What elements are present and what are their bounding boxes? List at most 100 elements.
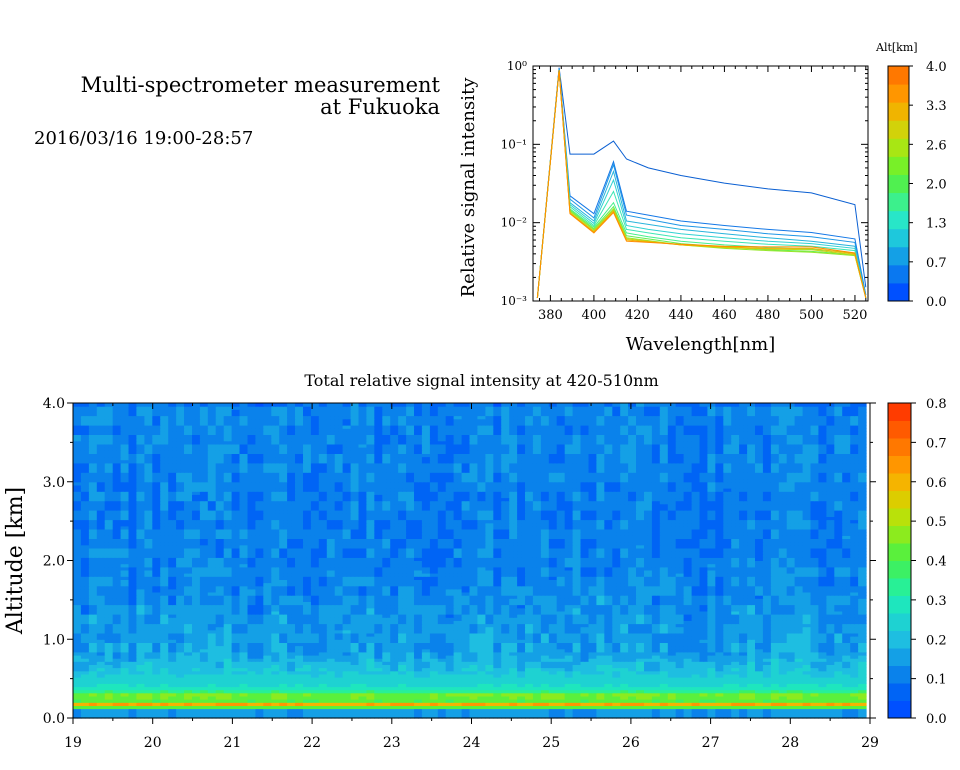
heatmap-cell bbox=[632, 692, 637, 697]
heatmap-cell bbox=[715, 683, 720, 688]
heatmap-cell bbox=[536, 689, 542, 694]
heatmap-cell bbox=[386, 683, 391, 688]
heatmap-cell bbox=[671, 670, 677, 675]
heatmap-cell bbox=[576, 705, 582, 710]
heatmap-cell bbox=[719, 661, 724, 665]
heatmap-cell bbox=[263, 683, 268, 688]
heatmap-cell bbox=[572, 708, 578, 713]
heatmap-cell bbox=[485, 695, 490, 700]
heatmap-cell bbox=[465, 661, 471, 665]
heatmap-cell bbox=[346, 692, 352, 697]
heatmap-cell bbox=[679, 705, 685, 710]
heatmap-cell bbox=[521, 683, 526, 688]
heatmap-cell bbox=[310, 702, 316, 706]
heatmap-cell bbox=[552, 677, 558, 681]
heatmap-cell bbox=[481, 711, 486, 716]
heatmap-cell bbox=[326, 705, 332, 710]
heatmap-cell bbox=[806, 645, 812, 650]
heatmap-cell bbox=[858, 692, 863, 697]
heatmap-cell bbox=[73, 645, 78, 650]
heatmap-cell bbox=[687, 645, 693, 650]
heatmap-cell bbox=[580, 661, 586, 665]
heatmap-cell bbox=[88, 708, 94, 713]
heatmap-cell bbox=[477, 651, 482, 656]
heatmap-cell bbox=[275, 714, 280, 719]
heatmap-cell bbox=[433, 695, 439, 700]
heatmap-cell bbox=[759, 702, 764, 706]
heatmap-cell bbox=[251, 708, 256, 713]
heatmap-cell bbox=[188, 651, 193, 656]
heatmap-cell bbox=[215, 705, 221, 710]
heatmap-cell bbox=[291, 680, 296, 684]
heatmap-cell bbox=[699, 708, 705, 713]
heatmap-cell bbox=[822, 699, 827, 703]
heatmap-cell bbox=[120, 664, 126, 669]
heatmap-cell bbox=[346, 695, 352, 700]
heatmap-cell bbox=[675, 689, 681, 694]
heatmap-cell bbox=[378, 673, 383, 678]
heatmap-cell bbox=[156, 702, 161, 706]
heatmap-cell bbox=[144, 680, 149, 684]
heatmap-cell bbox=[743, 667, 748, 672]
heatmap-cell bbox=[235, 673, 241, 678]
heatmap-cell bbox=[358, 680, 364, 684]
heatmap-cell bbox=[239, 692, 245, 697]
heatmap-cell bbox=[667, 683, 673, 688]
heatmap-cell bbox=[84, 695, 90, 700]
heatmap-cell bbox=[679, 702, 685, 706]
heatmap-cell bbox=[477, 714, 482, 719]
heatmap-cell bbox=[572, 670, 578, 675]
altitude-colorbar-title: Alt[km] bbox=[875, 41, 918, 54]
heatmap-cell bbox=[810, 677, 816, 681]
heatmap-cell bbox=[418, 683, 423, 688]
heatmap-cell bbox=[275, 708, 280, 713]
heatmap-cell bbox=[691, 708, 697, 713]
heatmap-cell bbox=[160, 661, 165, 665]
heatmap-cell bbox=[525, 699, 530, 703]
heatmap-cell bbox=[188, 645, 193, 650]
heatmap-cell bbox=[596, 692, 601, 697]
heatmap-cell bbox=[263, 692, 268, 697]
heatmap-cell bbox=[485, 683, 490, 688]
heatmap-cell bbox=[429, 692, 435, 697]
heatmap-cell bbox=[489, 714, 494, 719]
heatmap-cell bbox=[445, 686, 451, 691]
heatmap-cell bbox=[338, 695, 344, 700]
heatmap-cell bbox=[798, 692, 804, 697]
heatmap-cell bbox=[830, 708, 835, 713]
heatmap-cell bbox=[636, 686, 641, 691]
heatmap-cell bbox=[644, 692, 649, 697]
heatmap-cell bbox=[707, 670, 712, 675]
heatmap-cell bbox=[136, 661, 141, 665]
heatmap-cell bbox=[140, 680, 145, 684]
heatmap-cell bbox=[858, 714, 863, 719]
heatmap-cell bbox=[568, 651, 574, 656]
heatmap-cell bbox=[711, 699, 716, 703]
heatmap-cell bbox=[271, 673, 276, 678]
heatmap-cell bbox=[334, 677, 340, 681]
heatmap-cell bbox=[136, 664, 141, 669]
heatmap-cell bbox=[715, 689, 720, 694]
heatmap-cell bbox=[358, 711, 364, 716]
heatmap-cell bbox=[160, 645, 165, 650]
heatmap-cell bbox=[572, 705, 578, 710]
heatmap-cell bbox=[172, 692, 177, 697]
heatmap-cell bbox=[287, 661, 292, 665]
spectrum-plot-area bbox=[536, 67, 867, 298]
heatmap-cell bbox=[755, 645, 760, 650]
heatmap-cell bbox=[814, 705, 820, 710]
heatmap-cell bbox=[414, 677, 419, 681]
heatmap-cell bbox=[219, 692, 225, 697]
heatmap-cell bbox=[699, 683, 705, 688]
heatmap-cell bbox=[425, 708, 431, 713]
heatmap-cell bbox=[219, 695, 225, 700]
heatmap-cell bbox=[818, 683, 823, 688]
heatmap-cell bbox=[390, 686, 395, 691]
heatmap-cell bbox=[366, 702, 371, 706]
heatmap-cell bbox=[259, 705, 264, 710]
heatmap-cell bbox=[291, 686, 296, 691]
heatmap-cell bbox=[731, 714, 736, 719]
heatmap-cell bbox=[279, 667, 284, 672]
heatmap-cell bbox=[766, 708, 772, 713]
heatmap-cell bbox=[739, 683, 744, 688]
